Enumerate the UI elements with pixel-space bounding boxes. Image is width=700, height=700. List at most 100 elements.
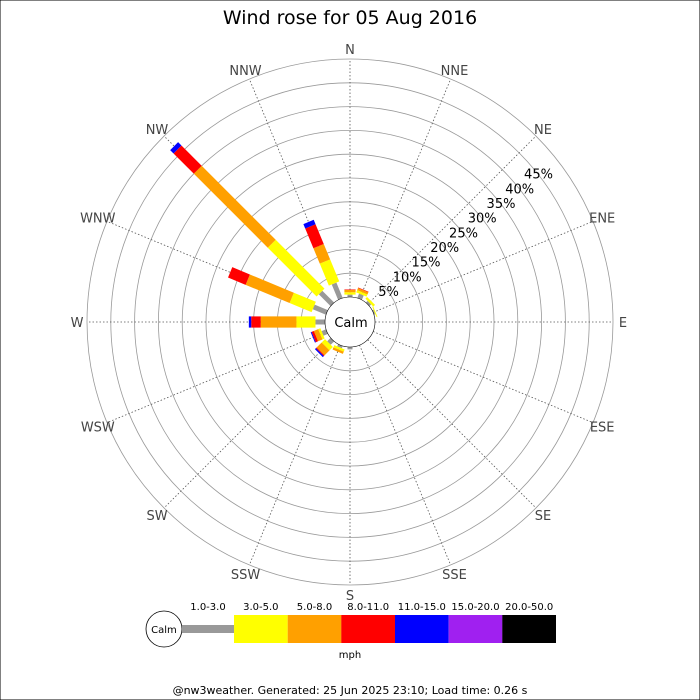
grid-spoke (372, 331, 594, 424)
bar-nne-8.0-11.0 (358, 287, 369, 293)
bar-sw-1.0-3.0 (327, 337, 335, 345)
bar-wsw-5.0-8.0 (313, 329, 323, 342)
direction-label-n: N (345, 43, 355, 58)
grid-spoke (372, 220, 594, 313)
grid-spoke (367, 339, 537, 509)
direction-label-ne: NE (534, 123, 552, 138)
grid-spoke (106, 331, 328, 424)
radial-tick-25: 25% (449, 226, 478, 241)
grid-spoke (248, 344, 341, 566)
legend-swatch-8.0-11.0 (341, 615, 395, 643)
direction-label-nw: NW (146, 123, 169, 138)
bar-nnw-8.0-11.0 (305, 224, 324, 249)
direction-label-se: SE (535, 509, 551, 524)
bar-sw-8.0-11.0 (315, 347, 325, 357)
bar-ssw-1.0-3.0 (337, 344, 343, 349)
bar-wsw-11.0-15.0 (310, 331, 316, 343)
bar-n-3.0-5.0 (344, 292, 356, 295)
bar-sw-3.0-5.0 (321, 339, 333, 351)
legend-label-15.0-20.0: 15.0-20.0 (451, 602, 499, 613)
bar-wnw-8.0-11.0 (228, 267, 250, 285)
polar-grid (86, 58, 614, 586)
bar-nw-3.0-5.0 (267, 239, 325, 297)
bar-wnw-3.0-5.0 (289, 292, 316, 313)
bar-nw-8.0-11.0 (173, 145, 202, 174)
legend-label-3.0-5.0: 3.0-5.0 (243, 602, 278, 613)
bar-ssw-3.0-5.0 (333, 345, 345, 352)
legend-swatch-15.0-20.0 (448, 615, 503, 643)
direction-label-sw: SW (146, 509, 167, 524)
bar-w-3.0-5.0 (296, 316, 316, 328)
bar-ne-1.0-3.0 (365, 300, 372, 307)
bar-nne-3.0-5.0 (356, 290, 368, 297)
legend-unit: mph (339, 650, 361, 661)
calm-label: Calm (334, 316, 367, 331)
bar-s-1.0-3.0 (347, 347, 353, 350)
legend-swatch-5.0-8.0 (287, 615, 342, 643)
bar-n-5.0-8.0 (344, 289, 356, 293)
direction-label-nnw: NNW (229, 64, 261, 79)
legend-label-1.0-3.0: 1.0-3.0 (190, 602, 225, 613)
bar-ene-1.0-3.0 (372, 309, 376, 315)
bar-n-1.0-3.0 (347, 294, 353, 297)
grid-spoke (359, 344, 452, 566)
grid-ring (157, 129, 543, 515)
bar-wsw-8.0-11.0 (311, 330, 319, 343)
bar-nnw-5.0-8.0 (313, 243, 331, 264)
bar-nw-1.0-3.0 (318, 290, 335, 307)
direction-label-e: E (619, 316, 627, 331)
direction-label-ssw: SSW (231, 568, 261, 583)
calm-circle (324, 296, 376, 348)
bar-w-8.0-11.0 (251, 316, 261, 328)
wind-bars (170, 142, 378, 358)
chart-title: Wind rose for 05 Aug 2016 (223, 7, 477, 29)
legend-swatch-3.0-5.0 (234, 615, 288, 643)
bar-w-11.0-15.0 (248, 316, 252, 328)
direction-label-ene: ENE (589, 212, 615, 227)
radial-tick-45: 45% (524, 168, 553, 183)
legend-calm-label: Calm (151, 625, 177, 636)
legend-swatch-20.0-50.0 (502, 615, 556, 643)
bar-sw-5.0-8.0 (316, 342, 330, 356)
radial-tick-5: 5% (378, 285, 399, 300)
radial-tick-40: 40% (505, 182, 534, 197)
bar-nne-1.0-3.0 (357, 293, 364, 300)
direction-label-s: S (346, 589, 354, 604)
bar-nw-5.0-8.0 (193, 165, 276, 248)
direction-label-wsw: WSW (81, 421, 115, 436)
grid-ring (86, 58, 614, 586)
bar-ssw-5.0-8.0 (332, 347, 344, 354)
grid-spoke (359, 78, 452, 300)
bar-wnw-1.0-3.0 (312, 304, 328, 315)
radial-tick-15: 15% (412, 256, 441, 271)
legend-label-11.0-15.0: 11.0-15.0 (398, 602, 446, 613)
direction-labels: N NNE NE ENE E ESE SE SSE S SSW SW WSW W WNW NW NNW (71, 43, 628, 604)
bar-nnw-11.0-15.0 (303, 219, 316, 229)
grid-spoke (367, 135, 537, 305)
legend-label-5.0-8.0: 5.0-8.0 (297, 602, 332, 613)
direction-label-sse: SSE (442, 568, 467, 583)
bar-nnw-1.0-3.0 (331, 282, 343, 300)
radial-tick-labels: 5%10%15%20%25%30%35%40%45% (378, 168, 553, 300)
bar-nne-5.0-8.0 (357, 287, 369, 295)
direction-label-ese: ESE (590, 421, 615, 436)
radial-tick-30: 30% (468, 212, 497, 227)
radial-tick-35: 35% (487, 197, 516, 212)
footer-text: @nw3weather. Generated: 25 Jun 2025 23:1… (173, 684, 528, 697)
bar-w-5.0-8.0 (260, 316, 297, 328)
bar-w-1.0-3.0 (315, 319, 325, 325)
bar-sw-11.0-15.0 (314, 348, 324, 358)
grid-ring (181, 153, 519, 491)
bar-nw-11.0-15.0 (170, 142, 182, 154)
bar-wsw-1.0-3.0 (321, 329, 328, 336)
direction-label-nne: NNE (441, 64, 469, 79)
bar-wnw-5.0-8.0 (245, 274, 294, 304)
bar-wsw-3.0-5.0 (318, 328, 325, 340)
legend-swatch-1.0-3.0 (182, 625, 234, 633)
legend-swatch-11.0-15.0 (395, 615, 449, 643)
legend-label-8.0-11.0: 8.0-11.0 (347, 602, 389, 613)
radial-tick-10: 10% (393, 270, 422, 285)
radial-tick-20: 20% (430, 241, 459, 256)
